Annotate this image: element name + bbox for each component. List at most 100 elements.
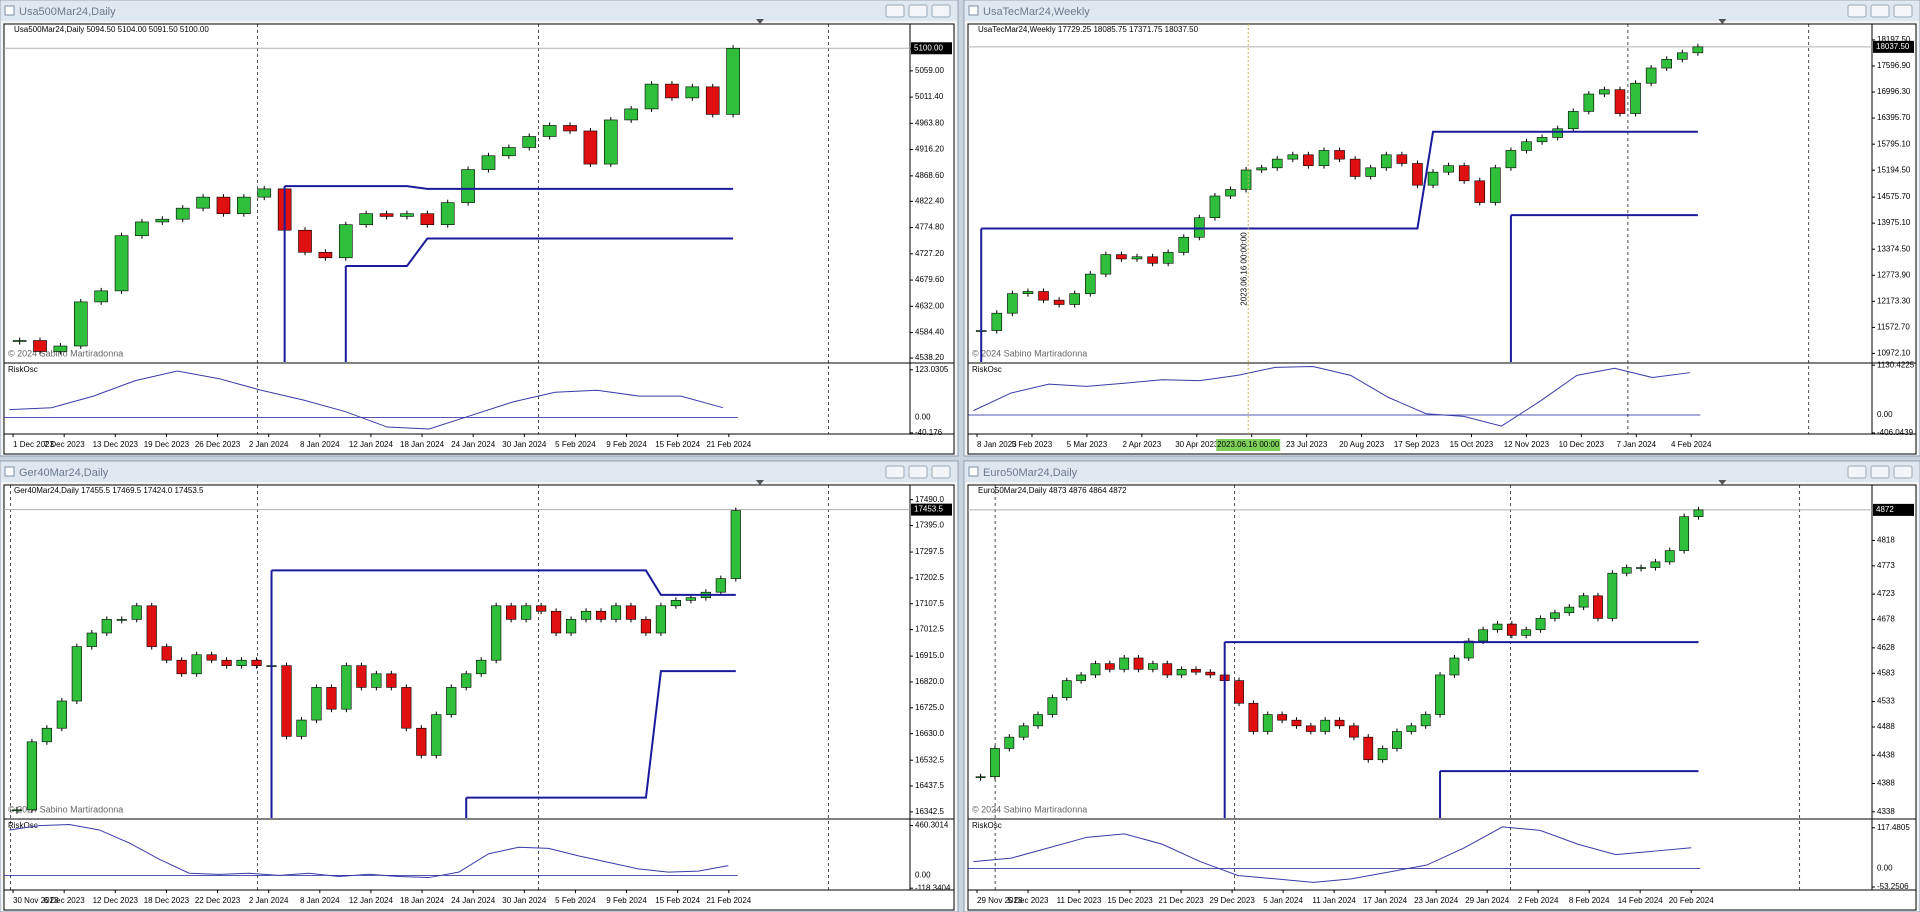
y-tick-label: 4679.60 — [915, 275, 944, 284]
copyright: © 2024 Sabino Martiradonna — [8, 804, 123, 814]
date-label: 20 Feb 2024 — [1669, 896, 1714, 905]
candle-body — [237, 196, 251, 214]
candle-body — [990, 748, 1000, 778]
y-tick-label: 4632.00 — [915, 301, 944, 310]
y-tick-label: 4583 — [1877, 668, 1895, 677]
copyright: © 2024 Sabino Martiradonna — [972, 348, 1087, 358]
window-minimize-button[interactable] — [885, 4, 905, 18]
candle-body — [94, 290, 108, 303]
candle-body — [491, 605, 502, 661]
candle-body — [33, 340, 47, 352]
candle-body — [356, 665, 367, 688]
candle-body — [1305, 725, 1316, 732]
candle-body — [685, 86, 700, 99]
date-label: 8 Feb 2024 — [1569, 896, 1610, 905]
y-tick-label: 15795.10 — [1877, 139, 1911, 148]
y-tick-label: 4963.80 — [915, 118, 944, 127]
window-close-button[interactable] — [931, 4, 951, 18]
copyright: © 2024 Sabino Martiradonna — [972, 804, 1087, 814]
y-tick-label: 4773 — [1877, 561, 1895, 570]
candle-body — [1693, 509, 1704, 517]
window-minimize-button[interactable] — [885, 465, 905, 479]
window-close-button[interactable] — [1893, 465, 1913, 479]
date-label: 15 Feb 2024 — [655, 896, 700, 905]
y-tick-label: 16395.70 — [1877, 113, 1911, 122]
candle-body — [610, 605, 622, 620]
window-minimize-button[interactable] — [1847, 4, 1867, 18]
candle-body — [71, 646, 82, 702]
candle-body — [1234, 680, 1244, 704]
candle-body — [298, 229, 312, 253]
y-tick-label: 4438 — [1877, 750, 1895, 759]
candle-body — [1380, 154, 1392, 169]
title-bar — [965, 462, 1919, 482]
window-icon — [4, 466, 15, 477]
candle-body — [1661, 59, 1673, 69]
candle-body — [1320, 719, 1331, 732]
last-price-label: 18037.50 — [1876, 42, 1910, 51]
candle-body — [135, 221, 149, 237]
candle-body — [1349, 158, 1361, 177]
window-restore-button[interactable] — [1870, 465, 1890, 479]
candle-body — [1287, 154, 1299, 160]
y-tick-label: 4727.20 — [915, 249, 944, 258]
candle-body — [542, 125, 557, 137]
candle-body — [257, 188, 272, 198]
candle-body — [1176, 669, 1187, 676]
date-label: 11 Jan 2024 — [1312, 896, 1356, 905]
candle-body — [1420, 714, 1431, 727]
channel-upper — [981, 130, 1698, 230]
date-label: 15 Feb 2024 — [655, 440, 700, 449]
candle-body — [1047, 697, 1058, 715]
candle-body — [1277, 714, 1288, 721]
channel-upper — [284, 185, 734, 190]
window-restore-button[interactable] — [908, 4, 928, 18]
candle-body — [311, 687, 322, 721]
title-bar — [1, 1, 957, 21]
candle-body — [1583, 93, 1595, 112]
candle-body — [296, 719, 307, 737]
candle-body — [1505, 150, 1517, 169]
candle-body — [175, 207, 190, 220]
y-tick-label: 15194.50 — [1877, 165, 1911, 174]
candle-body — [670, 600, 681, 607]
window-close-button[interactable] — [931, 465, 951, 479]
candle-body — [251, 659, 262, 666]
copyright: © 2024 Sabino Martiradonna — [8, 348, 123, 358]
osc-tick-label: 117.4805 — [1877, 823, 1910, 832]
date-label: 21 Feb 2024 — [706, 896, 751, 905]
candle-body — [191, 654, 202, 675]
candle-body — [1225, 189, 1236, 197]
osc-tick-label: -118.3404 — [915, 883, 951, 892]
window-restore-button[interactable] — [908, 465, 928, 479]
candle-body — [41, 727, 52, 743]
candle-body — [116, 619, 127, 621]
y-tick-label: 4678 — [1877, 615, 1895, 624]
osc-line — [9, 370, 724, 430]
date-label: 7 Dec 2023 — [44, 440, 85, 449]
last-price-box — [1873, 503, 1914, 516]
candle-body — [1178, 236, 1190, 253]
window-title: Usa500Mar24,Daily — [19, 6, 116, 18]
candle-body — [1474, 180, 1486, 203]
date-label: 8 Jan 2024 — [300, 440, 340, 449]
candle-body — [1552, 128, 1563, 138]
candle-body — [522, 136, 537, 148]
window-close-button[interactable] — [1893, 4, 1913, 18]
window-minimize-button[interactable] — [1847, 465, 1867, 479]
candle-body — [1377, 748, 1388, 761]
date-label: 30 Jan 2024 — [502, 896, 547, 905]
osc-line — [9, 824, 729, 879]
candle-body — [176, 659, 187, 675]
candle-body — [1490, 167, 1501, 203]
candle-body — [1262, 714, 1273, 732]
candle-body — [481, 155, 496, 170]
candle-body — [326, 687, 337, 710]
candle-body — [1664, 550, 1675, 563]
window-restore-button[interactable] — [1870, 4, 1890, 18]
candle-body — [1090, 663, 1101, 676]
candle-body — [1100, 254, 1112, 275]
candle-body — [975, 776, 986, 779]
y-tick-label: 17490.0 — [915, 495, 944, 504]
